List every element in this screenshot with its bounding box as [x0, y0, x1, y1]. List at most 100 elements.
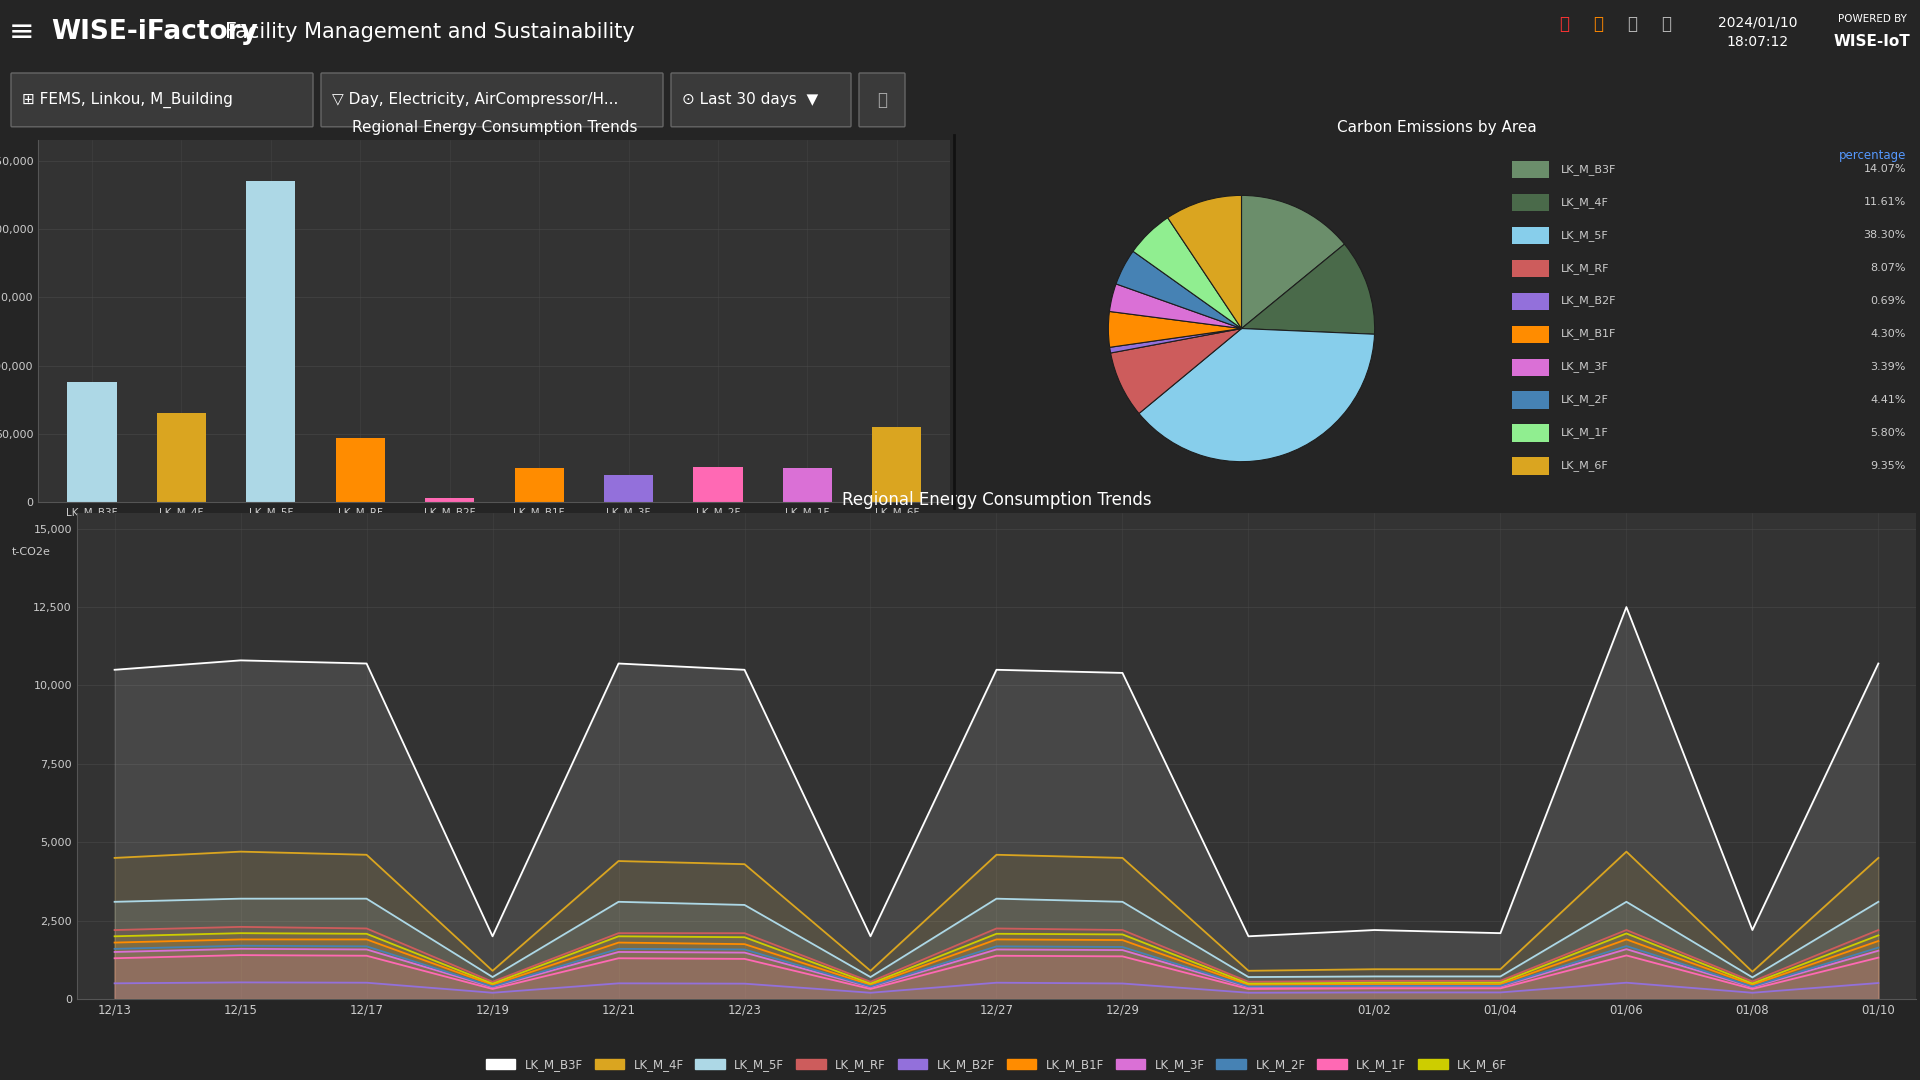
LK_M_RF [355, 922, 378, 935]
LK_M_2F [355, 940, 378, 953]
LK_M_4F [355, 848, 378, 861]
LK_M_5F [1236, 971, 1260, 984]
Line: LK_M_RF: LK_M_RF [115, 927, 1878, 982]
LK_M_RF [1363, 974, 1386, 987]
LK_M_5F [858, 971, 881, 984]
LK_M_3F [104, 945, 127, 958]
LK_M_B1F [607, 936, 630, 949]
Bar [336, 438, 384, 502]
LK_M_1F [1741, 983, 1764, 996]
LK_M_B3F [1741, 923, 1764, 936]
LK_M_4F [1488, 962, 1511, 975]
Bar [605, 475, 653, 502]
LK_M_B2F [858, 986, 881, 999]
LK_M_RF [607, 927, 630, 940]
LK_M_RF [858, 975, 881, 988]
LK_M_1F [1866, 951, 1889, 964]
LK_M_B1F [1112, 933, 1135, 946]
Legend: LK_M_B3F, LK_M_4F, LK_M_5F, LK_M_RF, LK_M_B2F, LK_M_B1F, LK_M_3F, LK_M_2F, LK_M_: LK_M_B3F, LK_M_4F, LK_M_5F, LK_M_RF, LK_… [480, 1053, 1513, 1076]
LK_M_1F [228, 948, 252, 961]
LK_M_2F [1741, 980, 1764, 993]
LK_M_B3F [858, 930, 881, 943]
LK_M_RF [733, 927, 756, 940]
LK_M_1F [1236, 983, 1260, 996]
LK_M_4F [985, 848, 1008, 861]
LK_M_B1F [228, 933, 252, 946]
LK_M_1F [607, 951, 630, 964]
LK_M_3F [1236, 981, 1260, 994]
LK_M_5F [607, 895, 630, 908]
LK_M_6F [1866, 929, 1889, 942]
LK_M_4F [1615, 846, 1638, 859]
LK_M_1F [1488, 982, 1511, 995]
LK_M_B3F [607, 657, 630, 670]
LK_M_2F [607, 943, 630, 956]
FancyBboxPatch shape [321, 73, 662, 126]
Bar [515, 468, 564, 502]
LK_M_B3F [482, 930, 505, 943]
LK_M_B2F [482, 986, 505, 999]
LK_M_3F [1363, 980, 1386, 993]
LK_M_B3F [228, 653, 252, 666]
LK_M_1F [1112, 950, 1135, 963]
LK_M_3F [858, 981, 881, 994]
LK_M_1F [985, 949, 1008, 962]
LK_M_B1F [1741, 978, 1764, 991]
LK_M_RF [1866, 923, 1889, 936]
LK_M_4F [858, 964, 881, 977]
Text: 🔔: 🔔 [1594, 15, 1603, 32]
LK_M_4F [482, 964, 505, 977]
Bar [67, 382, 117, 502]
LK_M_6F [1741, 977, 1764, 990]
LK_M_3F [1488, 980, 1511, 993]
LK_M_RF [1236, 975, 1260, 988]
LK_M_B1F [1866, 934, 1889, 947]
LK_M_RF [482, 975, 505, 988]
LK_M_5F [985, 892, 1008, 905]
LK_M_B2F [733, 977, 756, 990]
LK_M_6F [228, 927, 252, 940]
LK_M_5F [1615, 895, 1638, 908]
LK_M_B2F [1363, 986, 1386, 999]
LK_M_2F [858, 980, 881, 993]
LK_M_B2F [1615, 976, 1638, 989]
LK_M_B1F [104, 936, 127, 949]
Line: LK_M_2F: LK_M_2F [115, 946, 1878, 986]
LK_M_RF [1112, 923, 1135, 936]
LK_M_4F [607, 854, 630, 867]
Bar [872, 427, 922, 502]
LK_M_6F [985, 928, 1008, 941]
Text: 2024/01/10
18:07:12: 2024/01/10 18:07:12 [1718, 15, 1797, 50]
LK_M_B3F [1363, 923, 1386, 936]
LK_M_B1F [733, 937, 756, 950]
LK_M_B1F [858, 978, 881, 991]
LK_M_3F [355, 943, 378, 956]
LK_M_B3F [1112, 666, 1135, 679]
LK_M_B2F [1112, 977, 1135, 990]
Bar [693, 467, 743, 502]
Line: LK_M_5F: LK_M_5F [115, 899, 1878, 977]
LK_M_RF [104, 923, 127, 936]
LK_M_1F [858, 983, 881, 996]
LK_M_6F [1488, 976, 1511, 989]
LK_M_B2F [1236, 986, 1260, 999]
Line: LK_M_B1F: LK_M_B1F [115, 940, 1878, 985]
LK_M_6F [1236, 977, 1260, 990]
LK_M_B1F [1615, 933, 1638, 946]
LK_M_5F [1112, 895, 1135, 908]
Text: Facility Management and Sustainability: Facility Management and Sustainability [225, 23, 636, 42]
LK_M_1F [1363, 982, 1386, 995]
LK_M_4F [1236, 964, 1260, 977]
LK_M_1F [355, 949, 378, 962]
Y-axis label: t-CO2e: t-CO2e [12, 546, 50, 557]
LK_M_2F [733, 943, 756, 956]
Text: ⊞ FEMS, Linkou, M_Building: ⊞ FEMS, Linkou, M_Building [21, 92, 232, 108]
LK_M_3F [733, 946, 756, 959]
LK_M_B3F [985, 663, 1008, 676]
LK_M_2F [985, 940, 1008, 953]
LK_M_2F [1112, 941, 1135, 954]
LK_M_B2F [1488, 986, 1511, 999]
LK_M_1F [482, 983, 505, 996]
LK_M_RF [985, 922, 1008, 935]
LK_M_6F [1615, 927, 1638, 940]
